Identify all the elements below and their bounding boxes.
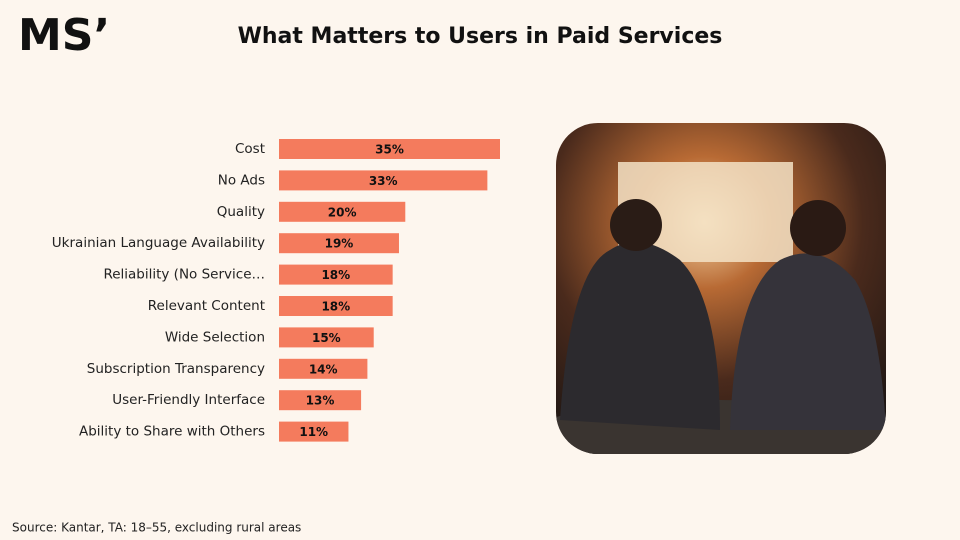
category-label: Ukrainian Language Availability bbox=[52, 235, 265, 251]
data-label: 18% bbox=[321, 300, 350, 314]
bar bbox=[279, 201, 406, 222]
bar bbox=[279, 264, 393, 285]
chart-title: What Matters to Users in Paid Services bbox=[238, 24, 723, 49]
bar bbox=[279, 170, 488, 191]
bar bbox=[279, 327, 374, 348]
data-label: 19% bbox=[325, 237, 354, 251]
category-label: Quality bbox=[217, 204, 265, 220]
data-label: 18% bbox=[321, 268, 350, 282]
logo: MS’ bbox=[18, 10, 110, 61]
data-label: 35% bbox=[375, 143, 404, 157]
category-label: Wide Selection bbox=[165, 329, 265, 345]
bar bbox=[279, 139, 500, 159]
data-label: 14% bbox=[309, 362, 338, 376]
category-label: Relevant Content bbox=[148, 298, 265, 314]
bar bbox=[279, 390, 362, 411]
bar bbox=[279, 296, 393, 316]
category-label: Cost bbox=[235, 141, 265, 157]
source-note: Source: Kantar, TA: 18–55, excluding rur… bbox=[12, 521, 301, 535]
category-label: Ability to Share with Others bbox=[79, 424, 265, 440]
data-label: 13% bbox=[306, 394, 335, 408]
category-label: Reliability (No Service… bbox=[103, 267, 265, 283]
data-label: 33% bbox=[369, 174, 398, 188]
data-label: 11% bbox=[299, 425, 328, 439]
bar bbox=[279, 358, 368, 379]
photo bbox=[556, 123, 886, 454]
data-label: 20% bbox=[328, 205, 357, 219]
bar bbox=[279, 233, 399, 254]
bar bbox=[279, 421, 349, 442]
data-label: 15% bbox=[312, 331, 341, 345]
category-label: Subscription Transparency bbox=[87, 361, 265, 377]
category-label: No Ads bbox=[218, 172, 265, 188]
category-label: User-Friendly Interface bbox=[112, 392, 265, 408]
